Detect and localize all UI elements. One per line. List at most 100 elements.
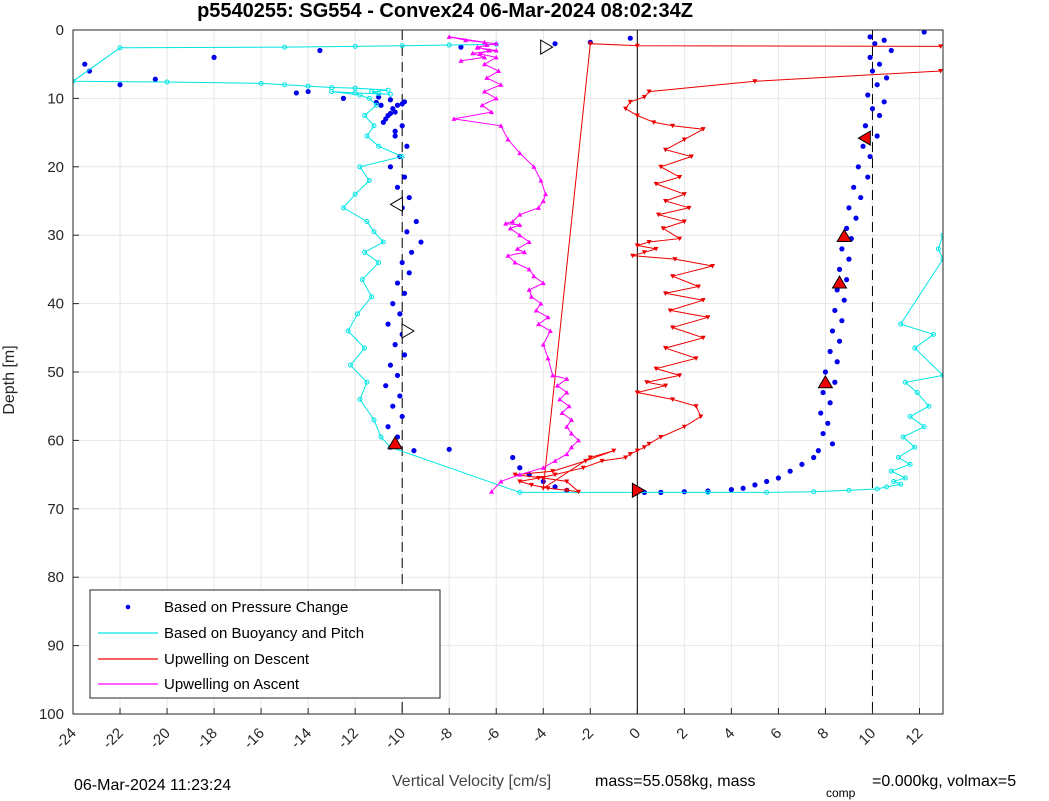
x-tick-label: 6: [767, 725, 785, 743]
data-point: [496, 68, 502, 74]
data-point: [663, 147, 669, 153]
data-point: [529, 294, 535, 299]
footer-mass-rest: =0.000kg, volmax=5: [872, 773, 1016, 790]
data-point: [752, 79, 758, 84]
data-point: [787, 468, 793, 474]
data-point: [540, 465, 546, 470]
data-point: [705, 315, 711, 320]
data-point: [531, 273, 537, 279]
data-point: [921, 30, 927, 35]
data-point: [670, 325, 676, 331]
y-tick-label: 10: [47, 90, 64, 107]
data-point: [404, 229, 410, 235]
data-point: [540, 280, 546, 286]
data-point: [677, 175, 683, 180]
data-point: [865, 92, 871, 98]
x-tick-label: -16: [241, 725, 268, 752]
data-point: [352, 191, 358, 197]
data-point: [352, 85, 358, 91]
data-point: [498, 123, 504, 128]
data-point: [634, 390, 640, 396]
data-point: [940, 232, 943, 238]
data-point: [340, 95, 347, 101]
data-point: [672, 257, 678, 262]
data-point: [366, 95, 372, 101]
data-point: [681, 192, 687, 197]
data-point: [406, 194, 412, 201]
data-point: [517, 212, 523, 217]
data-point: [869, 68, 876, 74]
data-point: [705, 489, 711, 495]
data-point: [498, 82, 504, 87]
data-point: [580, 465, 586, 471]
data-point: [698, 414, 704, 419]
data-point: [521, 249, 527, 255]
data-point: [820, 389, 826, 396]
data-point: [564, 451, 570, 457]
data-point: [587, 41, 593, 47]
x-tick-label: 8: [814, 725, 832, 743]
data-point: [700, 127, 706, 132]
data-point: [681, 137, 687, 142]
data-point: [401, 174, 408, 180]
data-point: [481, 89, 487, 94]
data-point: [401, 290, 408, 296]
data-point: [811, 489, 817, 495]
series-0: [82, 30, 927, 495]
data-point: [912, 444, 918, 450]
data-point: [458, 58, 464, 63]
data-point: [829, 328, 836, 334]
data-point: [533, 307, 539, 313]
highlight-marker: [817, 374, 834, 389]
data-point: [345, 328, 351, 334]
highlight-marker: [387, 435, 403, 450]
x-tick-label: -18: [194, 725, 221, 752]
data-point: [799, 461, 805, 467]
data-point: [667, 308, 673, 313]
data-point: [538, 301, 544, 306]
data-point: [536, 476, 542, 481]
data-point: [677, 373, 683, 378]
data-point: [305, 83, 311, 89]
data-point: [876, 112, 883, 119]
data-point: [568, 444, 574, 450]
data-point: [829, 441, 836, 447]
data-point: [446, 446, 452, 452]
x-tick-label: -2: [576, 725, 597, 746]
data-point: [369, 89, 375, 95]
footer-timestamp: 06-Mar-2024 11:23:24: [74, 777, 231, 794]
data-point: [329, 84, 335, 90]
data-point: [557, 396, 563, 402]
data-point: [510, 454, 516, 461]
legend-label-ascent: Upwelling on Ascent: [164, 676, 300, 693]
data-point: [387, 110, 394, 117]
data-point: [576, 437, 582, 443]
data-point: [364, 219, 370, 225]
data-point: [526, 287, 532, 292]
data-point: [540, 342, 546, 347]
data-point: [641, 95, 647, 100]
legend-label-pressure: Based on Pressure Change: [164, 599, 348, 616]
x-tick-label: -24: [52, 725, 79, 752]
data-point: [446, 42, 452, 48]
data-point: [380, 239, 386, 245]
data-point: [371, 417, 377, 423]
data-point: [387, 164, 394, 170]
data-point: [860, 143, 866, 149]
data-point: [752, 482, 758, 488]
data-point: [902, 379, 908, 385]
data-point: [700, 298, 706, 303]
data-point: [493, 54, 499, 60]
data-point: [926, 403, 932, 409]
data-point: [390, 301, 396, 307]
data-point: [818, 410, 824, 416]
data-point: [552, 458, 558, 463]
data-point: [357, 396, 363, 402]
data-point: [392, 128, 398, 134]
data-point: [477, 51, 483, 56]
y-tick-label: 50: [47, 364, 64, 381]
data-point: [630, 253, 636, 259]
x-tick-label: 12: [902, 725, 926, 749]
data-point: [547, 328, 553, 333]
data-point: [653, 246, 659, 252]
